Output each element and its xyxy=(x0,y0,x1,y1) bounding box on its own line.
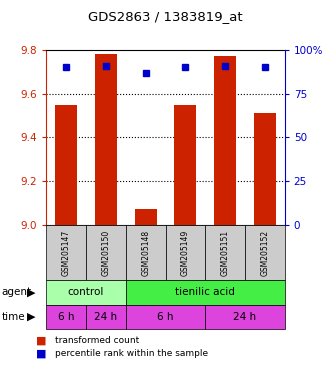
Text: transformed count: transformed count xyxy=(55,336,139,345)
Text: 24 h: 24 h xyxy=(94,311,118,322)
Text: GSM205151: GSM205151 xyxy=(220,229,230,276)
Text: time: time xyxy=(2,311,25,322)
Text: 24 h: 24 h xyxy=(233,311,257,322)
Text: 6 h: 6 h xyxy=(157,311,174,322)
Bar xyxy=(174,104,196,225)
Text: ▶: ▶ xyxy=(27,287,36,298)
Text: GSM205149: GSM205149 xyxy=(181,229,190,276)
Text: ■: ■ xyxy=(36,349,47,359)
Text: ■: ■ xyxy=(36,335,47,345)
Bar xyxy=(135,209,157,225)
Text: tienilic acid: tienilic acid xyxy=(175,287,235,298)
Text: GSM205150: GSM205150 xyxy=(101,229,111,276)
Text: percentile rank within the sample: percentile rank within the sample xyxy=(55,349,208,358)
Bar xyxy=(55,104,77,225)
Bar xyxy=(214,56,236,225)
Text: 6 h: 6 h xyxy=(58,311,74,322)
Text: control: control xyxy=(68,287,104,298)
Text: GSM205152: GSM205152 xyxy=(260,229,269,276)
Bar xyxy=(254,113,276,225)
Text: GDS2863 / 1383819_at: GDS2863 / 1383819_at xyxy=(88,10,243,23)
Text: ▶: ▶ xyxy=(27,311,36,322)
Bar xyxy=(95,54,117,225)
Text: agent: agent xyxy=(2,287,32,298)
Text: GSM205147: GSM205147 xyxy=(62,229,71,276)
Text: GSM205148: GSM205148 xyxy=(141,229,150,276)
